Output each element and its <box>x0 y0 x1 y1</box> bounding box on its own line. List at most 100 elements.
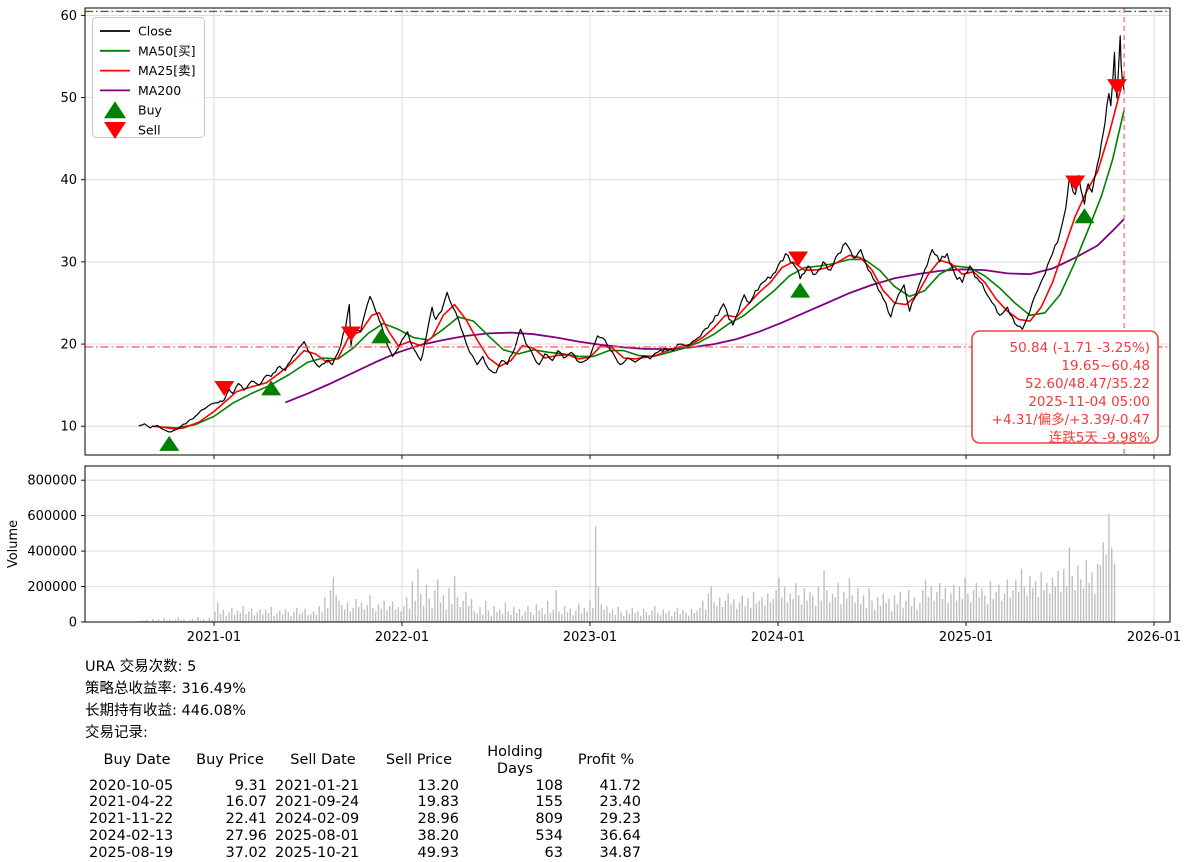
trade-cell: 155 <box>535 794 563 811</box>
legend-label: MA200 <box>138 83 181 98</box>
price-tick-label: 30 <box>60 255 77 270</box>
trade-cell: 2025-08-01 <box>275 827 360 844</box>
legend-sell-marker <box>104 122 126 139</box>
date-tick-label: 2021-01 <box>187 630 241 645</box>
trades-table: Buy Date Buy Price Sell Date Sell Price Hold… <box>85 744 645 862</box>
trade-cell: 19.83 <box>417 794 459 811</box>
trade-row: 2021-11-22 22.41 2024-02-09 28.96 809 29.23 <box>85 811 645 828</box>
buy-marker <box>159 435 180 451</box>
trade-cell: 2024-02-13 <box>89 827 174 844</box>
annotation-line: 连跌5天 -9.98% <box>1049 430 1150 446</box>
trades-col-header: Buy Date <box>103 752 171 769</box>
date-tick-label: 2024-01 <box>751 630 805 645</box>
legend-label: MA25[卖] <box>138 63 196 78</box>
trade-cell: 29.23 <box>599 811 641 828</box>
legend-label: MA50[买] <box>138 43 196 58</box>
trades-col-header: Buy Price <box>196 752 264 769</box>
buy-marker <box>371 328 392 344</box>
price-tick-label: 40 <box>60 173 77 188</box>
volume-axis-label: Volume <box>6 520 21 568</box>
legend-box <box>92 17 205 138</box>
trade-cell: 2021-09-24 <box>275 794 360 811</box>
legend-label: Buy <box>138 103 162 118</box>
legend-label: Sell <box>138 123 161 138</box>
summary-buyhold-return: 长期持有收益: 446.08% <box>85 703 247 719</box>
trade-row: 2024-02-13 27.96 2025-08-01 38.20 534 36.64 <box>85 828 645 845</box>
trade-cell: 16.07 <box>225 794 267 811</box>
trade-cell: 28.96 <box>417 811 459 828</box>
sell-marker <box>1065 175 1086 191</box>
trade-cell: 49.93 <box>417 844 459 861</box>
trades-table-header: Buy Date Buy Price Sell Date Sell Price Hold… <box>85 744 645 778</box>
trade-cell: 27.96 <box>225 827 267 844</box>
legend-label: Close <box>138 24 172 39</box>
price-panel-border <box>84 7 1171 456</box>
annotation-line: 19.65~60.48 <box>1061 358 1150 374</box>
trades-col-header: Holding Days <box>487 744 543 777</box>
trade-cell: 809 <box>535 811 563 828</box>
trade-cell: 41.72 <box>599 777 641 794</box>
trade-cell: 13.20 <box>417 777 459 794</box>
summary-strategy-return: 策略总收益率: 316.49% <box>85 681 247 697</box>
trade-cell: 534 <box>535 827 563 844</box>
volume-tick-label: 200000 <box>27 580 77 595</box>
trade-row: 2025-08-19 37.02 2025-10-21 49.93 63 34.87 <box>85 845 645 862</box>
price-tick-label: 60 <box>60 9 77 24</box>
trade-cell: 36.64 <box>599 827 641 844</box>
trade-cell: 2025-10-21 <box>275 844 360 861</box>
chart-canvas: 10 20 30 40 50 60 0 200000 400000 600000 800000 202… <box>6 7 1181 645</box>
trade-cell: 108 <box>535 777 563 794</box>
trade-cell: 63 <box>544 844 563 861</box>
ma200-line <box>285 218 1125 404</box>
volume-bars <box>138 513 1116 622</box>
trade-cell: 2020-10-05 <box>89 777 174 794</box>
trade-row: 2020-10-05 9.31 2021-01-21 13.20 108 41.72 <box>85 778 645 795</box>
legend: Close MA50[买] MA25[卖] MA200 Buy Sell <box>92 17 205 139</box>
date-tick-label: 2023-01 <box>563 630 617 645</box>
buy-marker <box>790 282 811 298</box>
trade-cell: 2021-04-22 <box>89 794 174 811</box>
grid-lines <box>85 8 1170 622</box>
trade-cell: 2025-08-19 <box>89 844 174 861</box>
trade-cell: 38.20 <box>417 827 459 844</box>
annotation-line: 2025-11-04 05:00 <box>1028 394 1150 410</box>
volume-tick-label: 0 <box>69 616 77 631</box>
close-line <box>138 35 1125 433</box>
trade-cell: 9.31 <box>234 777 267 794</box>
trade-cell: 37.02 <box>225 844 267 861</box>
price-tick-label: 50 <box>60 91 77 106</box>
legend-buy-marker <box>104 101 126 119</box>
trades-col-header: Sell Price <box>385 752 453 769</box>
volume-panel-border <box>84 465 1171 623</box>
trades-col-header: Profit % <box>577 752 635 769</box>
summary-trade-count: URA 交易次数: 5 <box>85 659 197 675</box>
trade-cell: 2021-11-22 <box>89 811 174 828</box>
axis-ticks-labels: 10 20 30 40 50 60 0 200000 400000 600000 800000 202… <box>6 9 1181 645</box>
buy-marker <box>1074 208 1095 224</box>
strategy-summary: URA 交易次数: 5 策略总收益率: 316.49% 长期持有收益: 446.… <box>85 656 645 862</box>
trade-cell: 22.41 <box>225 811 267 828</box>
annotation-line: 50.84 (-1.71 -3.25%) <box>1010 340 1150 356</box>
volume-tick-label: 800000 <box>27 474 77 489</box>
sell-marker <box>341 326 362 342</box>
sell-marker <box>788 251 809 267</box>
trade-markers <box>159 79 1127 451</box>
ma50-line <box>163 109 1125 429</box>
annotation-line: 52.60/48.47/35.22 <box>1025 376 1150 392</box>
price-tick-label: 10 <box>60 420 77 435</box>
volume-tick-label: 600000 <box>27 509 77 524</box>
annotation-box: 50.84 (-1.71 -3.25%) 19.65~60.48 52.60/48.… <box>971 330 1159 446</box>
trade-cell: 23.40 <box>599 794 641 811</box>
summary-records-label: 交易记录: <box>85 725 148 741</box>
annotation-border <box>971 330 1159 444</box>
sell-marker <box>1106 79 1127 95</box>
annotation-line: +4.31/偏多/+3.39/-0.47 <box>992 411 1150 428</box>
sell-marker <box>214 380 235 396</box>
volume-tick-label: 400000 <box>27 545 77 560</box>
buy-marker <box>261 380 282 396</box>
trade-cell: 34.87 <box>599 844 641 861</box>
date-tick-label: 2026-01 <box>1127 630 1181 645</box>
trades-col-header: Sell Date <box>290 752 356 769</box>
trade-cell: 2024-02-09 <box>275 811 360 828</box>
